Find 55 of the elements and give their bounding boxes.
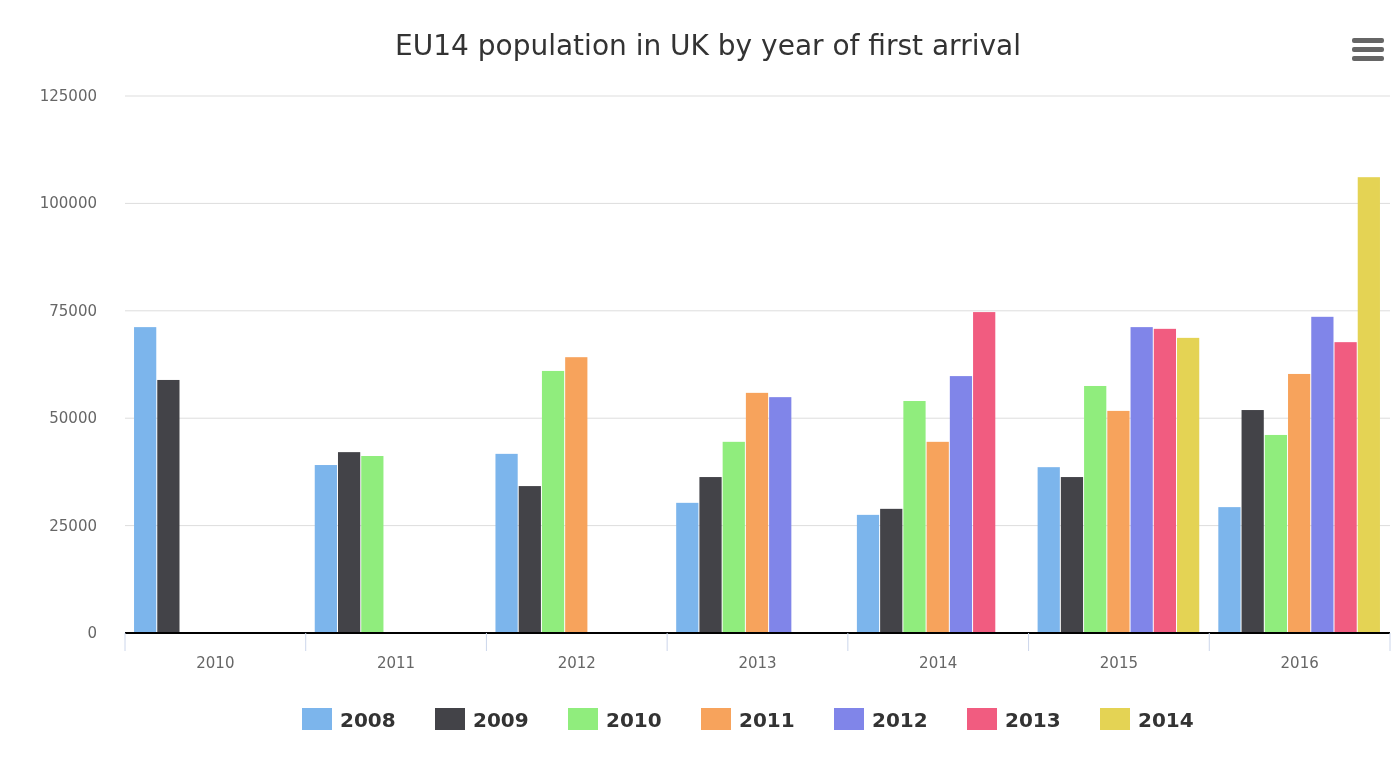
bar	[157, 379, 180, 633]
bar	[337, 452, 361, 633]
bar	[973, 312, 996, 633]
y-tick-label: 75000	[49, 301, 97, 320]
bar	[926, 441, 949, 633]
legend-label: 2009	[473, 708, 529, 732]
bar	[880, 508, 903, 633]
bar	[1311, 316, 1334, 633]
y-tick-label: 25000	[49, 516, 97, 535]
legend-label: 2013	[1005, 708, 1061, 732]
bar	[1130, 327, 1153, 633]
bar	[903, 401, 926, 633]
bar	[314, 465, 337, 633]
bar	[949, 376, 973, 633]
bar	[1037, 467, 1060, 633]
x-tick-label: 2011	[376, 654, 416, 672]
bar	[1107, 410, 1130, 633]
bar	[1177, 337, 1200, 633]
bar	[541, 370, 565, 633]
legend-label: 2008	[340, 708, 396, 732]
y-tick-label: 125000	[39, 87, 97, 105]
bar	[518, 486, 541, 633]
bar	[1241, 410, 1264, 633]
bar	[1060, 477, 1084, 633]
bar	[745, 392, 769, 633]
bar	[1084, 385, 1107, 633]
bar	[1334, 342, 1357, 633]
bar	[699, 477, 722, 633]
bar	[361, 456, 384, 633]
bar	[1357, 177, 1380, 633]
bar	[769, 397, 792, 633]
y-tick-label: 100000	[39, 194, 97, 213]
bar	[1288, 373, 1311, 633]
bar	[134, 327, 157, 633]
legend-label: 2011	[739, 708, 795, 732]
bar	[722, 441, 745, 633]
bar	[495, 453, 518, 633]
legend-label: 2010	[606, 708, 662, 732]
legend-label: 2014	[1138, 708, 1194, 732]
legend-label: 2012	[872, 708, 928, 732]
bar	[1218, 507, 1241, 633]
bar	[1264, 434, 1288, 633]
x-tick-label: 2015	[1099, 654, 1139, 672]
x-tick-label: 2010	[196, 654, 235, 672]
x-tick-label: 2016	[1280, 654, 1319, 672]
bar	[1153, 328, 1177, 633]
x-tick-label: 2014	[919, 654, 958, 672]
chart-title: EU14 population in UK by year of first arrival	[395, 29, 1021, 62]
y-tick-label: 50000	[49, 409, 97, 428]
bar	[676, 502, 699, 633]
x-tick-label: 2013	[738, 654, 777, 672]
x-tick-label: 2012	[557, 654, 596, 672]
bar	[856, 514, 880, 633]
bar	[565, 357, 588, 633]
y-tick-label: 0	[87, 624, 97, 642]
